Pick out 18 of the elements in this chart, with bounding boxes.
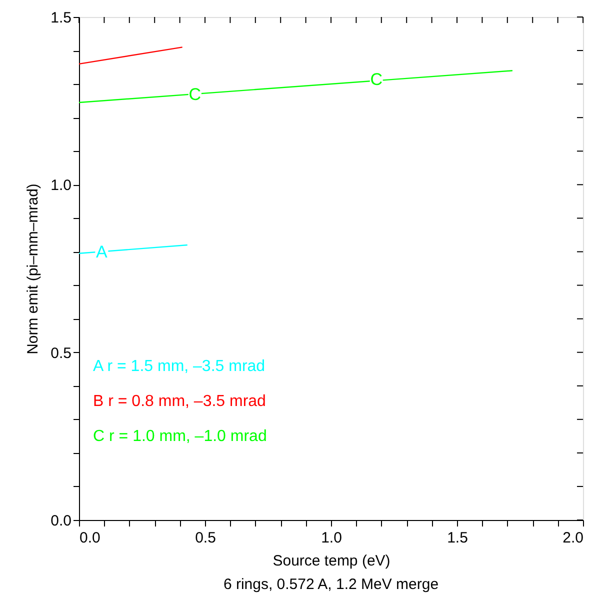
x-tick-label: 0.0 bbox=[80, 530, 100, 546]
x-tick-label: 1.0 bbox=[321, 530, 342, 546]
y-tick-label: 0.0 bbox=[50, 512, 72, 530]
annotation: C bbox=[370, 70, 382, 90]
y-tick-label: 0.5 bbox=[50, 344, 72, 362]
annotation: A bbox=[96, 242, 108, 262]
x-tick-label: 2.0 bbox=[562, 530, 584, 546]
y-tick-label: 1.0 bbox=[50, 177, 72, 194]
x-tick-label: 1.5 bbox=[447, 530, 468, 546]
y-tick-label: 1.5 bbox=[50, 10, 72, 26]
text: A r = 1.5 mm, –3.5 mrad bbox=[93, 358, 266, 375]
x-axis-title: Source temp (eV) bbox=[272, 552, 390, 570]
text: 6 rings, 0.572 A, 1.2 MeV merge bbox=[223, 576, 439, 593]
annotation: C bbox=[188, 84, 202, 104]
text: B r = 0.8 mm, –3.5 mrad bbox=[93, 393, 266, 410]
text: C r = 1.0 mm, –1.0 mrad bbox=[93, 428, 267, 445]
y-axis-title: Norm emit (pi–mm–mrad) bbox=[24, 184, 42, 354]
x-tick-label: 0.5 bbox=[195, 530, 216, 546]
